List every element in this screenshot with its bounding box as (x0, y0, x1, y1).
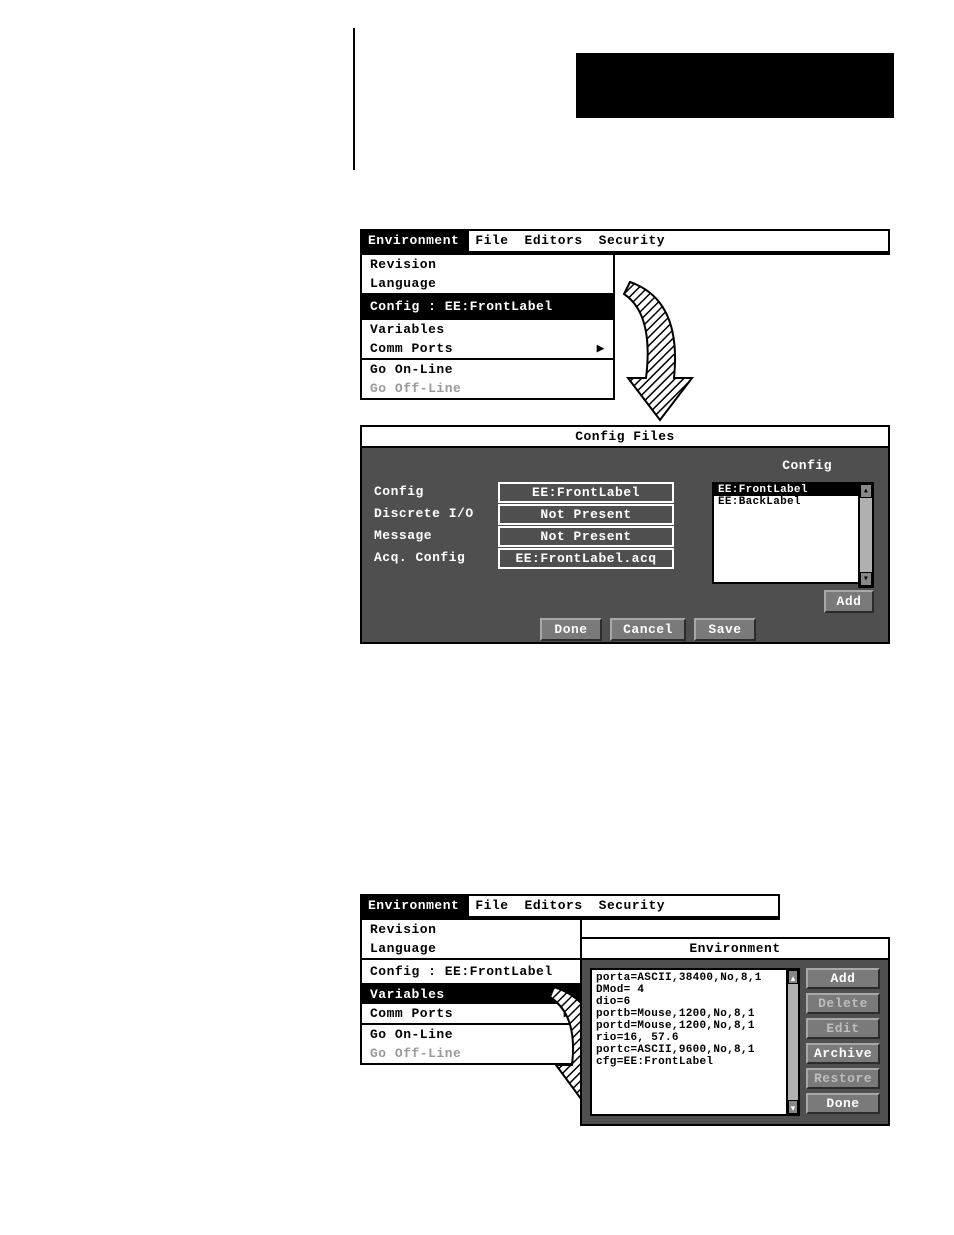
submenu-arrow-icon: ▶ (597, 341, 605, 356)
list-item[interactable]: EE:FrontLabel (714, 484, 872, 496)
field-value-config[interactable]: EE:FrontLabel (498, 482, 674, 503)
field-label-config: Config (374, 484, 424, 499)
dropdown-item-config[interactable]: Config : EE:FrontLabel (362, 958, 580, 983)
figure-1-frame: Environment File Editors Security Revisi… (360, 229, 890, 255)
field-label-acq: Acq. Config (374, 550, 465, 565)
dropdown-item-config[interactable]: Config : EE:FrontLabel (362, 293, 613, 318)
dropdown-item-commports-label: Comm Ports (370, 1006, 453, 1021)
config-files-dialog: Config Files Config Config EE:FrontLabel… (360, 425, 890, 644)
archive-button[interactable]: Archive (806, 1043, 880, 1064)
menu-security[interactable]: Security (593, 896, 675, 916)
scroll-down-icon[interactable]: ▾ (860, 572, 872, 586)
dropdown-item-language[interactable]: Language (362, 274, 613, 293)
list-item[interactable]: DMod= 4 (596, 984, 794, 996)
list-item[interactable]: rio=16, 57.6 (596, 1032, 794, 1044)
menu-environment[interactable]: Environment (362, 231, 469, 251)
list-item[interactable]: EE:BackLabel (714, 496, 872, 508)
figure-2-frame: Environment File Editors Security Revisi… (360, 894, 580, 920)
vertical-rule (353, 28, 355, 170)
scroll-up-icon[interactable]: ▴ (788, 970, 798, 984)
field-value-message[interactable]: Not Present (498, 526, 674, 547)
dropdown-item-variables[interactable]: Variables (362, 318, 613, 339)
scroll-down-icon[interactable]: ▾ (788, 1100, 798, 1114)
dropdown-environment-1: Revision Language Config : EE:FrontLabel… (360, 253, 615, 400)
dropdown-item-revision[interactable]: Revision (362, 920, 580, 939)
app-window-1: Environment File Editors Security Revisi… (360, 229, 890, 255)
list-item[interactable]: dio=6 (596, 996, 794, 1008)
dropdown-item-go-online[interactable]: Go On-Line (362, 358, 613, 379)
menu-editors[interactable]: Editors (519, 231, 593, 251)
list-item[interactable]: porta=ASCII,38400,No,8,1 (596, 972, 794, 984)
done-button[interactable]: Done (806, 1093, 880, 1114)
restore-button[interactable]: Restore (806, 1068, 880, 1089)
flow-arrow-1 (620, 280, 700, 440)
menubar-2: Environment File Editors Security (362, 896, 778, 918)
field-value-acq[interactable]: EE:FrontLabel.acq (498, 548, 674, 569)
dialog-title: Config Files (362, 427, 888, 448)
dropdown-item-revision[interactable]: Revision (362, 255, 613, 274)
config-list-heading: Config (782, 458, 832, 473)
menu-environment[interactable]: Environment (362, 896, 469, 916)
scroll-up-icon[interactable]: ▴ (860, 484, 872, 498)
menubar-1: Environment File Editors Security (362, 231, 888, 253)
app-window-2: Environment File Editors Security Revisi… (360, 894, 780, 920)
delete-button[interactable]: Delete (806, 993, 880, 1014)
environment-variable-list[interactable]: porta=ASCII,38400,No,8,1 DMod= 4 dio=6 p… (590, 968, 800, 1116)
dropdown-item-go-offline: Go Off-Line (362, 379, 613, 398)
field-label-dio: Discrete I/O (374, 506, 474, 521)
save-button[interactable]: Save (694, 618, 756, 641)
field-label-message: Message (374, 528, 432, 543)
config-list[interactable]: EE:FrontLabel EE:BackLabel ▴ ▾ (712, 482, 874, 584)
cancel-button[interactable]: Cancel (610, 618, 686, 641)
list-item[interactable]: portb=Mouse,1200,No,8,1 (596, 1008, 794, 1020)
menu-file[interactable]: File (469, 896, 518, 916)
environment-dialog: Environment porta=ASCII,38400,No,8,1 DMo… (580, 937, 890, 1126)
redacted-heading-box (576, 53, 894, 118)
list-item[interactable]: portd=Mouse,1200,No,8,1 (596, 1020, 794, 1032)
scrollbar[interactable]: ▴ ▾ (858, 482, 874, 588)
add-button[interactable]: Add (806, 968, 880, 989)
edit-button[interactable]: Edit (806, 1018, 880, 1039)
list-item[interactable]: cfg=EE:FrontLabel (596, 1056, 794, 1068)
dropdown-item-commports-label: Comm Ports (370, 341, 453, 356)
list-item[interactable]: portc=ASCII,9600,No,8,1 (596, 1044, 794, 1056)
field-value-dio[interactable]: Not Present (498, 504, 674, 525)
done-button[interactable]: Done (540, 618, 602, 641)
scrollbar[interactable]: ▴ ▾ (786, 968, 800, 1116)
menu-file[interactable]: File (469, 231, 518, 251)
menu-security[interactable]: Security (593, 231, 675, 251)
dropdown-item-commports[interactable]: Comm Ports ▶ (362, 339, 613, 358)
add-button[interactable]: Add (824, 590, 874, 613)
dropdown-item-language[interactable]: Language (362, 939, 580, 958)
menu-editors[interactable]: Editors (519, 896, 593, 916)
dialog-title: Environment (582, 939, 888, 960)
